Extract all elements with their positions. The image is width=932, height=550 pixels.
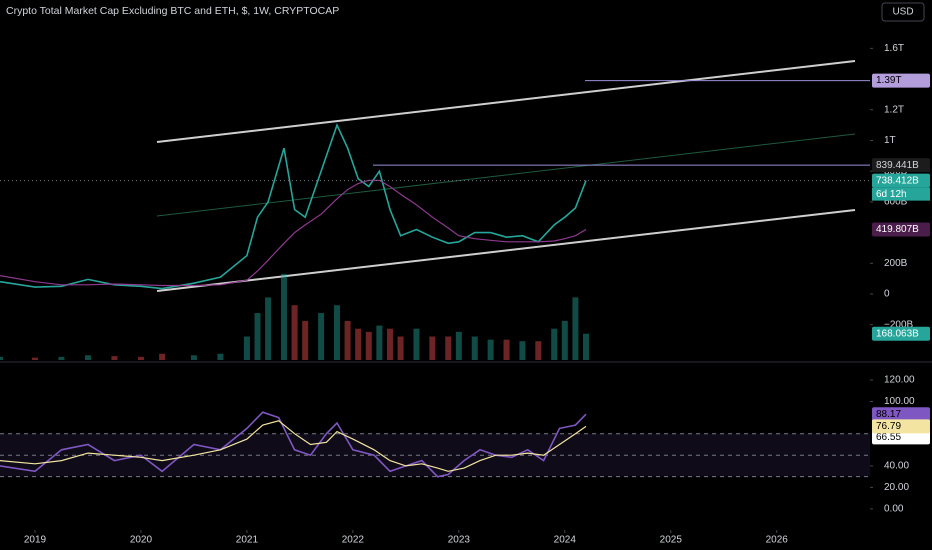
countdown-bg bbox=[872, 187, 930, 201]
volume-bar bbox=[265, 297, 272, 360]
chart-title: Crypto Total Market Cap Excluding BTC an… bbox=[6, 5, 339, 17]
volume-bar bbox=[561, 320, 568, 360]
price-badge-bg bbox=[872, 73, 930, 88]
volume-bar bbox=[386, 328, 393, 360]
series-badge: 88.17 bbox=[876, 409, 901, 420]
volume-bar bbox=[355, 328, 362, 360]
y-tick-label: 120.00 bbox=[884, 375, 915, 386]
price-badge-bg bbox=[872, 158, 930, 173]
volume-bar bbox=[111, 356, 118, 360]
y-tick-label: −200B bbox=[884, 319, 914, 330]
volume-bar bbox=[376, 325, 383, 360]
volume-bar bbox=[159, 353, 166, 360]
volume-bar bbox=[397, 336, 404, 360]
y-tick-label: 0.00 bbox=[884, 504, 904, 515]
y-tick-label: 100.00 bbox=[884, 396, 915, 407]
band-badge: 66.55 bbox=[876, 432, 901, 443]
currency-label[interactable]: USD bbox=[892, 7, 913, 18]
price-badge: 419.807B bbox=[876, 224, 919, 235]
volume-bar bbox=[280, 273, 287, 360]
x-tick-label: 2021 bbox=[236, 535, 259, 546]
channel-upper bbox=[156, 60, 856, 143]
y-tick-label: 600B bbox=[884, 197, 908, 208]
main-line bbox=[0, 122, 587, 290]
volume-bar bbox=[471, 336, 478, 360]
y-tick-label: 0 bbox=[884, 289, 890, 300]
x-tick-label: 2026 bbox=[766, 535, 789, 546]
currency-button[interactable] bbox=[881, 2, 925, 22]
price-badge: 738.412B bbox=[876, 175, 919, 186]
volume-bar bbox=[243, 336, 250, 360]
volume-bar bbox=[344, 320, 351, 360]
ma-line bbox=[0, 179, 587, 287]
volume-bar bbox=[0, 356, 3, 360]
x-tick-label: 2024 bbox=[554, 535, 577, 546]
volume-bar bbox=[503, 339, 510, 360]
y-tick-label: 1.2T bbox=[884, 104, 904, 115]
series-badge: 76.79 bbox=[876, 421, 901, 432]
y-tick-label: 200B bbox=[884, 258, 908, 269]
price-badge-bg bbox=[872, 173, 930, 188]
volume-bar bbox=[318, 313, 325, 360]
volume-bar bbox=[190, 355, 197, 360]
volume-bar bbox=[333, 305, 340, 360]
volume-bar bbox=[413, 328, 420, 360]
volume-bar bbox=[302, 320, 309, 360]
volume-bar bbox=[429, 336, 436, 360]
volume-bar bbox=[84, 355, 91, 360]
y-tick-label: 40.00 bbox=[884, 461, 909, 472]
countdown: 6d 12h bbox=[876, 189, 907, 200]
series-badge-bg bbox=[872, 407, 930, 422]
ma-line bbox=[0, 420, 587, 472]
y-tick-label: 1.6T bbox=[884, 43, 904, 54]
price-badge-bg bbox=[872, 222, 930, 237]
price-badge: 839.441B bbox=[876, 160, 919, 171]
volume-bar bbox=[487, 339, 494, 360]
x-tick-label: 2023 bbox=[448, 535, 471, 546]
x-tick-label: 2022 bbox=[342, 535, 365, 546]
volume-bar bbox=[137, 356, 144, 360]
volume-bar bbox=[535, 341, 542, 360]
x-tick-label: 2020 bbox=[130, 535, 153, 546]
volume-badge-bg bbox=[872, 326, 930, 341]
y-tick-label: 20.00 bbox=[884, 482, 909, 493]
volume-bar bbox=[254, 313, 261, 360]
volume-bar bbox=[58, 356, 65, 360]
volume-bar bbox=[31, 357, 38, 360]
x-tick-label: 2019 bbox=[24, 535, 47, 546]
channel-mid bbox=[156, 133, 856, 217]
volume-bar bbox=[217, 353, 224, 360]
series-badge-bg bbox=[872, 419, 930, 434]
volume-bar bbox=[365, 331, 372, 360]
volume-bar bbox=[583, 333, 590, 360]
volume-bar bbox=[445, 336, 452, 360]
volume-bar bbox=[519, 341, 526, 360]
volume-bar bbox=[572, 297, 579, 360]
channel-lower bbox=[156, 209, 856, 292]
y-tick-label: 1T bbox=[884, 135, 896, 146]
volume-bar bbox=[291, 305, 298, 360]
volume-badge: 168.063B bbox=[876, 328, 919, 339]
price-badge: 1.39T bbox=[876, 75, 902, 86]
volume-bar bbox=[455, 331, 462, 360]
x-tick-label: 2025 bbox=[660, 535, 683, 546]
volume-bar bbox=[551, 328, 558, 360]
band-badge-bg bbox=[872, 430, 930, 445]
